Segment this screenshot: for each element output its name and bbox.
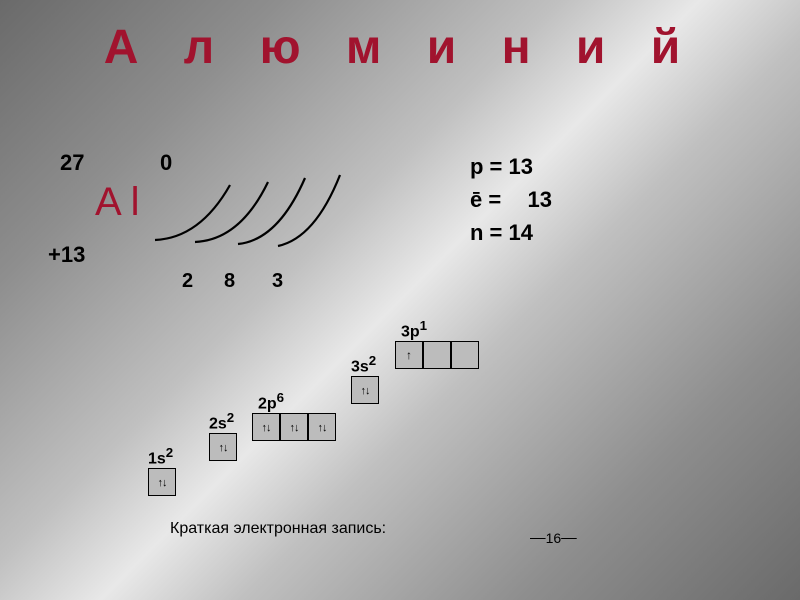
orbital-2p-label: 2p6 — [258, 390, 336, 413]
electron-label: ē = — [470, 187, 501, 212]
orbital-3s: 3s2 — [351, 353, 379, 404]
orbital-box — [252, 413, 280, 441]
shell-3-count: 3 — [272, 270, 283, 293]
orbital-3p: 3p1 — [395, 318, 479, 369]
orbital-1s-exp: 2 — [166, 445, 173, 460]
shell-1-count: 2 — [182, 270, 193, 293]
orbital-box — [280, 413, 308, 441]
orbital-3p-label: 3p1 — [401, 318, 479, 341]
neutron-count: n = 14 — [470, 216, 552, 249]
orbital-1s-label: 1s2 — [148, 445, 176, 468]
atomic-number: +13 — [48, 242, 85, 268]
electron-pair-icon — [290, 420, 299, 434]
orbital-3s-exp: 2 — [369, 353, 376, 368]
shell-2-count: 8 — [224, 270, 235, 293]
electron-count: ē = 13 — [470, 183, 552, 216]
caption-text: Краткая электронная запись: — [170, 520, 420, 538]
proton-count: p = 13 — [470, 150, 552, 183]
orbital-box — [308, 413, 336, 441]
electron-pair-icon — [158, 475, 167, 489]
mass-number: 27 — [60, 150, 84, 176]
orbital-box — [209, 433, 237, 461]
electron-up-icon — [406, 348, 412, 362]
orbital-3p-exp: 1 — [420, 318, 427, 333]
orbital-box — [451, 341, 479, 369]
orbital-2p-exp: 6 — [277, 390, 284, 405]
orbital-box — [351, 376, 379, 404]
electron-pair-icon — [318, 420, 327, 434]
orbital-2s-exp: 2 — [227, 410, 234, 425]
orbital-2p: 2p6 — [252, 390, 336, 441]
electron-value: 13 — [527, 187, 551, 212]
orbital-box — [423, 341, 451, 369]
orbital-3s-name: 3s — [351, 358, 369, 375]
orbital-3p-name: 3p — [401, 323, 420, 340]
orbital-box — [395, 341, 423, 369]
orbital-1s-name: 1s — [148, 450, 166, 467]
electron-pair-icon — [361, 383, 370, 397]
element-symbol: A l — [95, 180, 139, 225]
orbital-2p-name: 2p — [258, 395, 277, 412]
page-number: 16 — [530, 530, 577, 546]
orbital-2s-name: 2s — [209, 415, 227, 432]
orbital-2s: 2s2 — [209, 410, 237, 461]
shell-arcs — [150, 160, 360, 260]
electron-pair-icon — [262, 420, 271, 434]
orbital-1s: 1s2 — [148, 445, 176, 496]
page-title: А л ю м и н и й — [0, 20, 800, 75]
electron-pair-icon — [219, 440, 228, 454]
particle-block: p = 13 ē = 13 n = 14 — [470, 150, 552, 249]
orbital-box — [148, 468, 176, 496]
orbital-2s-label: 2s2 — [209, 410, 237, 433]
page-number-value: 16 — [546, 530, 562, 546]
orbital-3s-label: 3s2 — [351, 353, 379, 376]
